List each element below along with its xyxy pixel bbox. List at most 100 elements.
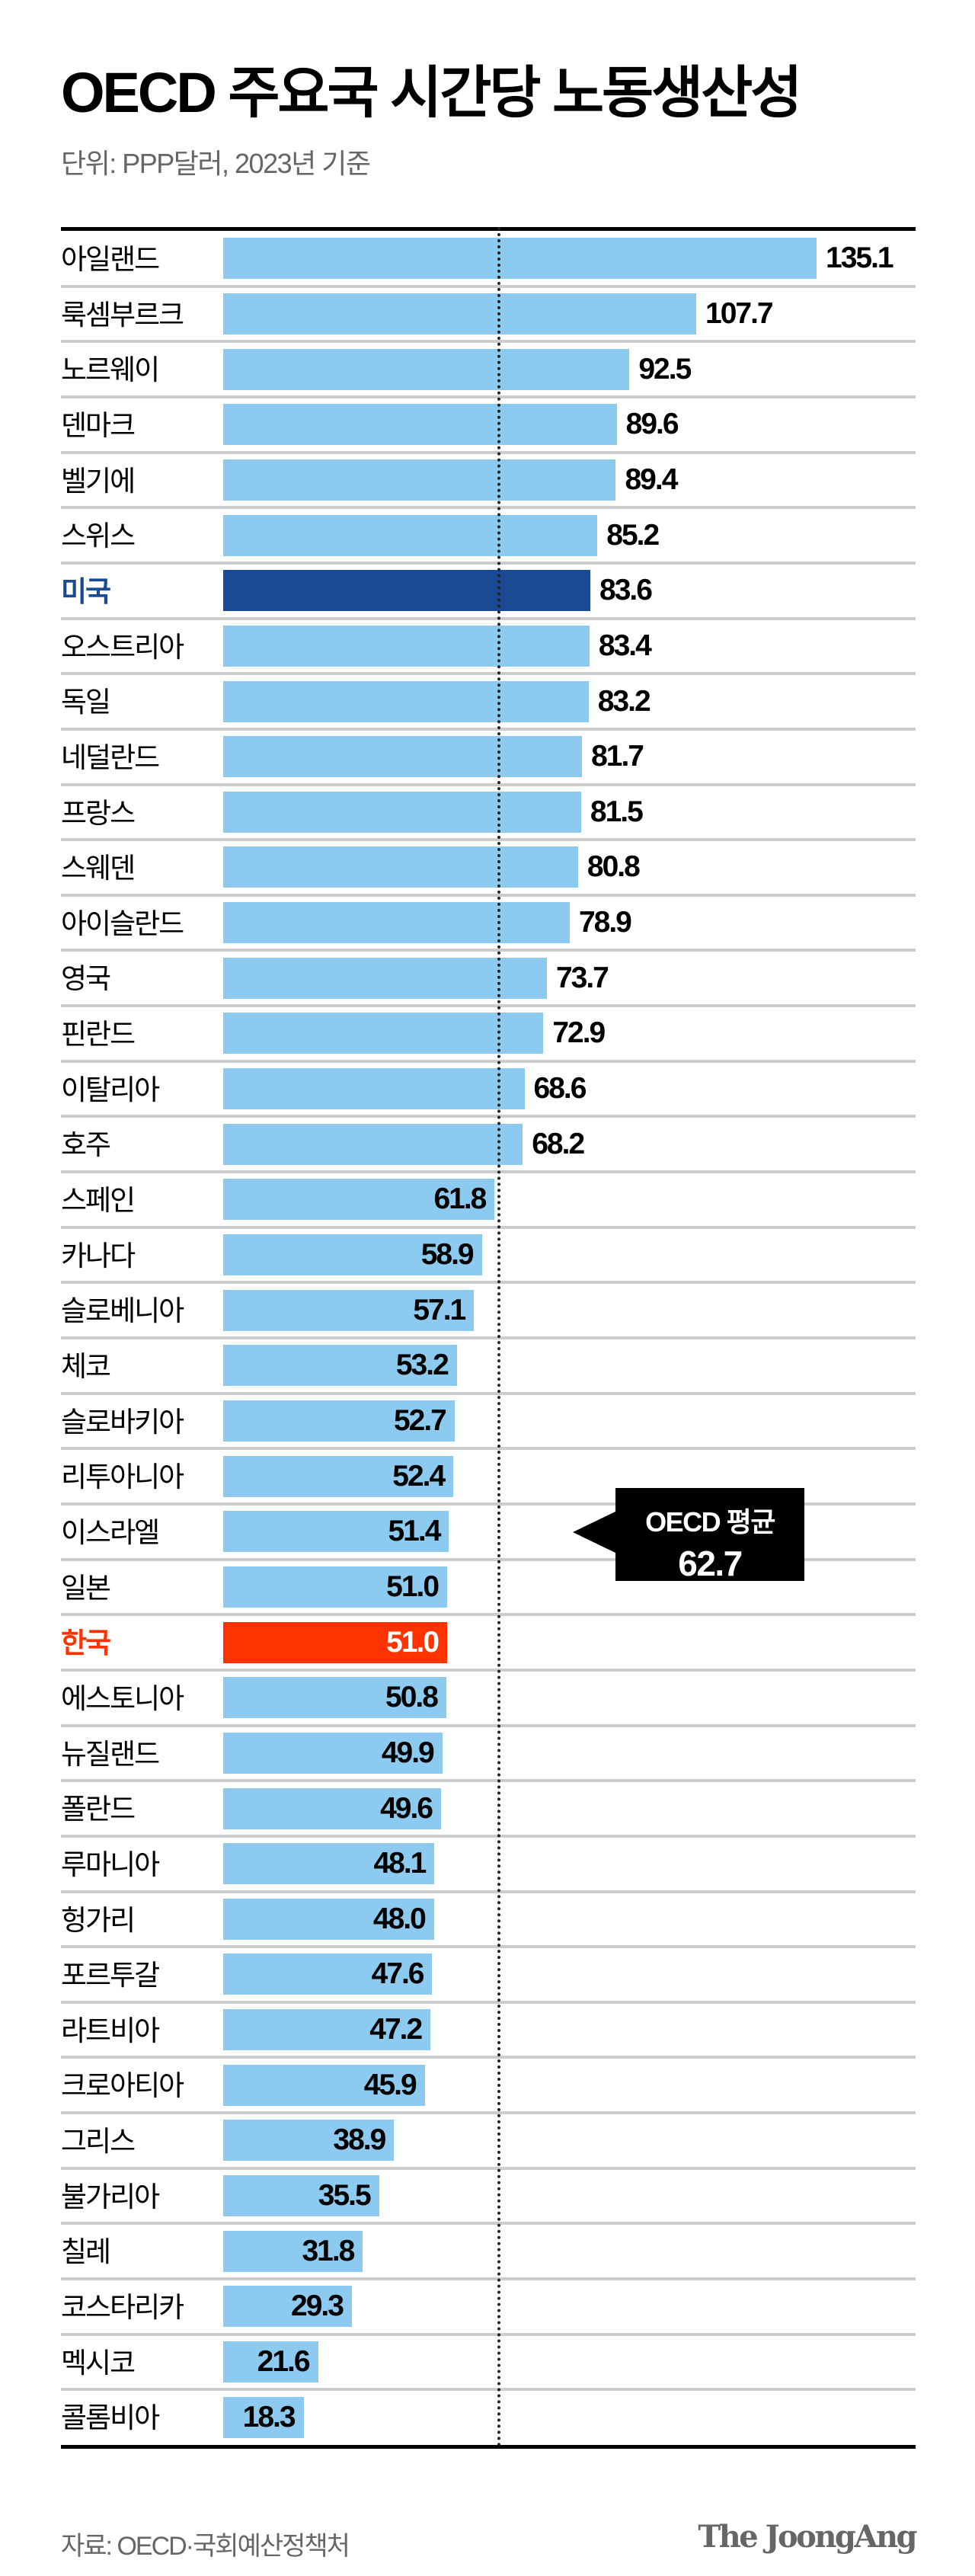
- value-label: 58.9: [420, 1238, 475, 1272]
- value-label: 107.7: [705, 296, 774, 330]
- category-label: 룩셈부르크: [61, 299, 184, 331]
- bar: [223, 2009, 431, 2051]
- value-label: 47.2: [369, 2013, 423, 2046]
- value-label: 89.4: [625, 462, 678, 496]
- category-label: 멕시코: [61, 2347, 136, 2379]
- bar: [223, 348, 630, 390]
- bar: [223, 1511, 449, 1553]
- bar: [223, 957, 547, 999]
- bar: [223, 459, 616, 501]
- bar: [223, 2175, 379, 2217]
- row-separator: [61, 561, 916, 565]
- bar: [223, 1345, 457, 1387]
- value-label: 45.9: [363, 2068, 417, 2101]
- row-separator: [61, 1834, 916, 1838]
- row-separator: [61, 1004, 916, 1008]
- category-label: 독일: [61, 686, 111, 718]
- category-label: 프랑스: [61, 797, 136, 829]
- row-separator: [61, 506, 916, 510]
- category-label: 슬로베니아: [61, 1295, 184, 1327]
- row-separator: [61, 1336, 916, 1339]
- bar: [223, 2286, 352, 2328]
- value-label: 29.3: [291, 2290, 344, 2323]
- value-label: 50.8: [385, 1681, 439, 1714]
- category-label: 스웨덴: [61, 853, 136, 885]
- bar: [223, 1621, 448, 1663]
- value-label: 49.9: [381, 1736, 435, 1769]
- category-label: 포르투갈: [61, 1960, 160, 1992]
- row-separator: [61, 1170, 916, 1174]
- row-separator: [61, 1723, 916, 1727]
- category-label: 벨기에: [61, 465, 136, 497]
- bar: [223, 1179, 495, 1221]
- category-label: 루마니아: [61, 1848, 160, 1880]
- value-label: 51.0: [386, 1570, 440, 1603]
- row-separator: [61, 1502, 916, 1506]
- bar: [223, 2341, 318, 2383]
- bar: [223, 2064, 425, 2106]
- row-separator: [61, 2166, 916, 2170]
- bar: [223, 1898, 434, 1940]
- value-label: 57.1: [413, 1293, 466, 1326]
- callout-label: OECD 평균: [645, 1506, 775, 1538]
- bar: [223, 2230, 363, 2272]
- category-label: 네덜란드: [61, 741, 160, 773]
- row-separator: [61, 284, 916, 288]
- category-label: 크로아티아: [61, 2070, 184, 2102]
- row-separator: [61, 2222, 916, 2226]
- value-label: 89.6: [625, 408, 679, 441]
- bar: [223, 1289, 475, 1331]
- category-label: 덴마크: [61, 409, 136, 441]
- category-label: 코스타리카: [61, 2292, 184, 2324]
- row-separator: [61, 1668, 916, 1672]
- chart-subtitle: 단위: PPP달러, 2023년 기준: [61, 148, 371, 179]
- bar: [223, 2396, 304, 2438]
- value-label: 83.4: [598, 629, 652, 662]
- category-label: 체코: [61, 1351, 111, 1382]
- value-label: 78.9: [578, 906, 632, 939]
- bar: [223, 293, 696, 334]
- row-separator: [61, 395, 916, 398]
- bar: [223, 1566, 448, 1608]
- category-label: 폴란드: [61, 1794, 136, 1826]
- bar: [223, 1123, 523, 1165]
- bar: [223, 2120, 395, 2162]
- value-label: 73.7: [555, 961, 609, 994]
- category-label: 콜롬비아: [61, 2402, 160, 2434]
- row-separator: [61, 949, 916, 952]
- value-label: 61.8: [433, 1182, 487, 1216]
- bar: [223, 1013, 544, 1054]
- value-label: 53.2: [395, 1349, 449, 1382]
- bar: [223, 1455, 454, 1497]
- category-label: 일본: [61, 1572, 111, 1604]
- category-label: 이스라엘: [61, 1516, 160, 1548]
- top-rule: [61, 227, 916, 231]
- bar: [223, 1068, 525, 1110]
- row-separator: [61, 782, 916, 786]
- bar: [223, 1400, 455, 1442]
- row-separator: [61, 2000, 916, 2004]
- bar: [223, 570, 591, 612]
- value-label: 38.9: [333, 2123, 386, 2157]
- value-label: 51.4: [388, 1515, 441, 1548]
- row-separator: [61, 2332, 916, 2336]
- value-label: 83.2: [597, 684, 651, 718]
- category-label: 라트비아: [61, 2014, 160, 2046]
- value-label: 68.6: [533, 1072, 587, 1106]
- oecd-average-line: [497, 227, 500, 2449]
- row-separator: [61, 2388, 916, 2392]
- category-label: 칠레: [61, 2236, 111, 2268]
- bar: [223, 1954, 433, 1995]
- row-separator: [61, 1281, 916, 1285]
- value-label: 52.7: [393, 1403, 447, 1437]
- bottom-rule: [61, 2445, 916, 2449]
- row-separator: [61, 1391, 916, 1395]
- value-label: 81.7: [591, 740, 644, 773]
- value-label: 83.6: [599, 574, 653, 607]
- category-label: 아이슬란드: [61, 907, 184, 939]
- bar: [223, 736, 583, 778]
- row-separator: [61, 1613, 916, 1617]
- category-label: 에스토니아: [61, 1682, 184, 1714]
- row-separator: [61, 2056, 916, 2059]
- row-separator: [61, 1115, 916, 1118]
